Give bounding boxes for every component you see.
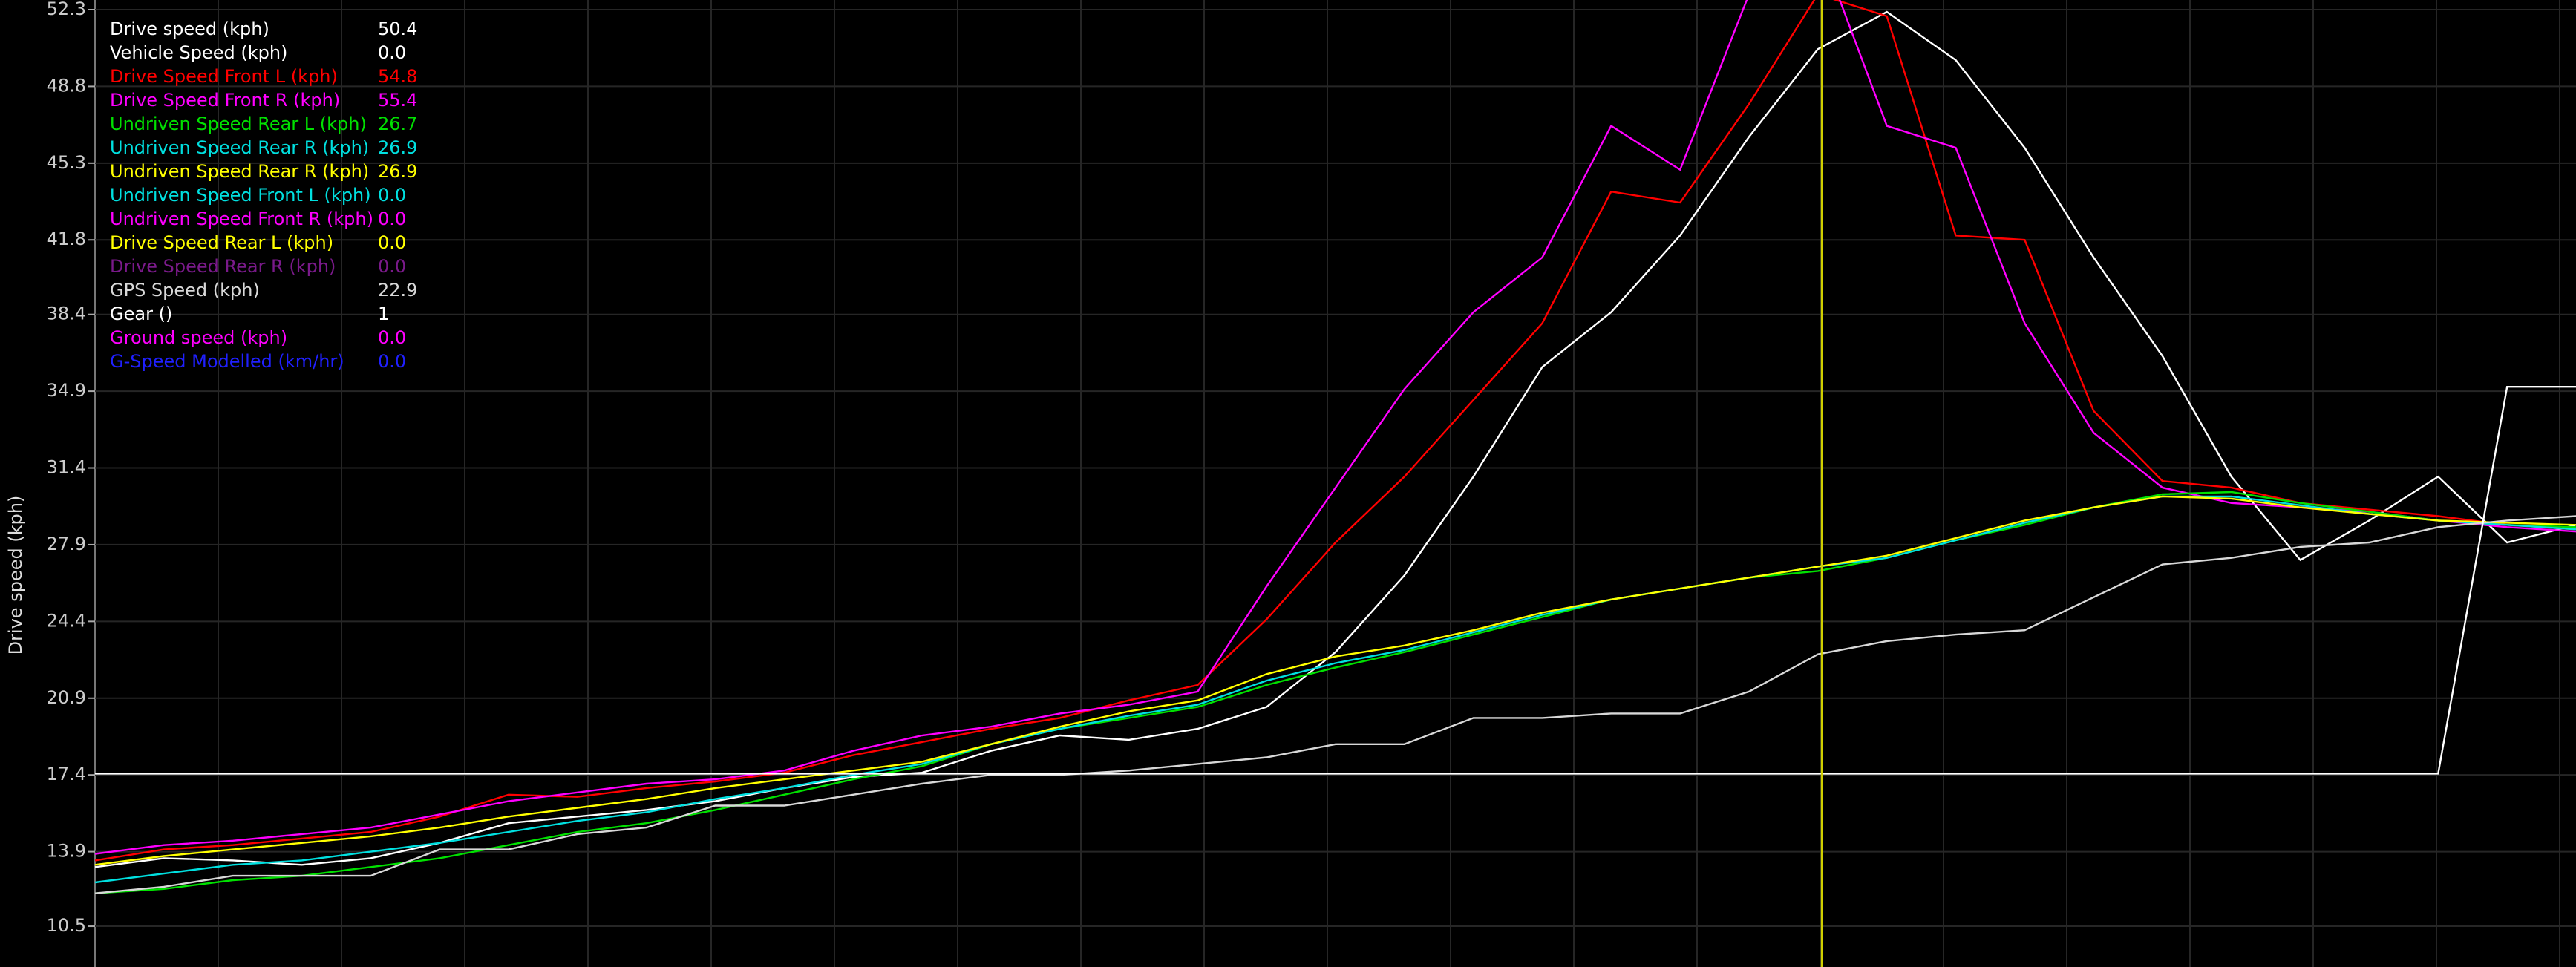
series-line	[95, 386, 2576, 775]
y-tick-label: 38.4	[47, 304, 86, 324]
series-line	[94, 515, 2576, 894]
legend-label: Undriven Speed Front R (kph)	[110, 209, 373, 229]
legend-readout: 26.9	[378, 161, 417, 182]
y-tick-label: 41.8	[47, 229, 86, 249]
y-tick-label: 20.9	[47, 687, 86, 708]
y-axis-title: Drive speed (kph)	[5, 496, 26, 655]
legend-readout: 0.0	[378, 232, 406, 253]
y-tick-label: 48.8	[47, 75, 86, 96]
legend-label: Drive Speed Rear L (kph)	[110, 232, 333, 253]
legend-readout: 50.4	[378, 19, 417, 39]
legend-label: Undriven Speed Front L (kph)	[110, 185, 371, 206]
legend-readout: 1	[378, 304, 389, 324]
legend-label: G-Speed Modelled (km/hr)	[110, 351, 344, 372]
legend-readout: 0.0	[378, 185, 406, 206]
legend-readout: 22.9	[378, 280, 417, 301]
legend-label: Drive Speed Front L (kph)	[110, 66, 338, 87]
y-tick-label: 10.5	[47, 915, 86, 936]
legend-label: Undriven Speed Rear R (kph)	[110, 137, 369, 158]
legend-readout: 26.9	[378, 137, 417, 158]
series-line	[94, 0, 2576, 855]
legend-label: Drive speed (kph)	[110, 19, 269, 39]
series-line	[94, 491, 2576, 894]
legend-readout: 0.0	[378, 42, 406, 63]
y-tick-label: 24.4	[47, 610, 86, 631]
series-line	[94, 0, 2576, 862]
series-line	[94, 10, 2576, 868]
legend-label: Undriven Speed Rear L (kph)	[110, 114, 367, 134]
legend-readout: 55.4	[378, 90, 417, 111]
legend-readout: 54.8	[378, 66, 417, 87]
legend-readout: 0.0	[378, 256, 406, 277]
y-tick-label: 17.4	[47, 764, 86, 784]
y-tick-label: 13.9	[47, 841, 86, 862]
legend-label: Undriven Speed Rear R (kph)	[110, 161, 369, 182]
legend-label: GPS Speed (kph)	[110, 280, 260, 301]
legend-readout: 0.0	[378, 209, 406, 229]
y-tick-label: 31.4	[47, 457, 86, 478]
legend-label: Gear ()	[110, 304, 172, 324]
legend-readout: 0.0	[378, 351, 406, 372]
y-tick-label: 45.3	[47, 152, 86, 173]
legend-readout: 0.0	[378, 327, 406, 348]
y-tick-label: 52.3	[47, 0, 86, 19]
legend-label: Drive Speed Rear R (kph)	[110, 256, 336, 277]
legend-label: Vehicle Speed (kph)	[110, 42, 287, 63]
y-tick-label: 34.9	[47, 380, 86, 401]
legend-label: Ground speed (kph)	[110, 327, 287, 348]
vertical-grid	[94, 0, 2560, 967]
legend-label: Drive Speed Front R (kph)	[110, 90, 340, 111]
series-line	[94, 495, 2576, 866]
legend-readout: 26.7	[378, 114, 417, 134]
y-tick-label: 27.9	[47, 534, 86, 554]
